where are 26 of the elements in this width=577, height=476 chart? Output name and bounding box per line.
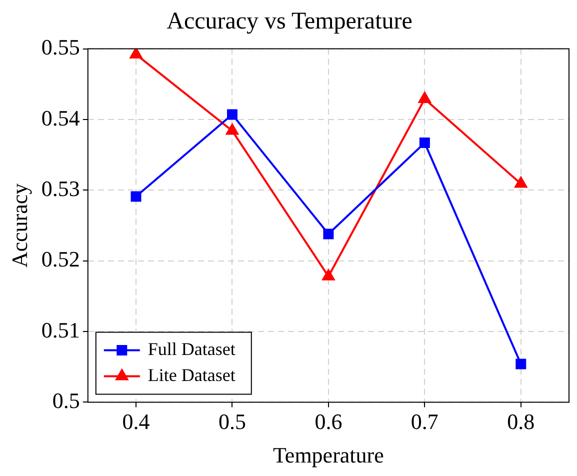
point xyxy=(514,176,528,188)
point xyxy=(130,48,142,58)
x-tick-label: 0.8 xyxy=(507,409,535,434)
point xyxy=(419,138,430,148)
point xyxy=(516,358,526,370)
y-tick-label: 0.54 xyxy=(41,105,80,130)
point xyxy=(418,92,431,103)
y-axis-title: Accuracy xyxy=(6,183,32,268)
x-tick-label: 0.4 xyxy=(122,409,150,434)
point xyxy=(323,228,334,240)
x-axis-title: Temperature xyxy=(273,442,384,468)
x-tick-label: 0.7 xyxy=(410,409,438,434)
legend-label: Lite Dataset xyxy=(148,364,236,385)
point xyxy=(322,269,335,280)
legend-label: Full Dataset xyxy=(148,338,236,359)
y-tick-label: 0.5 xyxy=(52,388,80,413)
y-tick-label: 0.55 xyxy=(41,34,80,60)
y-tick-label: 0.51 xyxy=(41,317,80,342)
point xyxy=(226,124,238,135)
chart-title: Accuracy vs Temperature xyxy=(166,8,412,35)
y-tick-label: 0.53 xyxy=(41,176,80,201)
x-tick-label: 0.5 xyxy=(218,409,246,434)
x-tick-label: 0.6 xyxy=(314,409,342,434)
y-tick-label: 0.52 xyxy=(41,246,80,272)
point xyxy=(130,191,142,202)
point xyxy=(226,109,238,120)
